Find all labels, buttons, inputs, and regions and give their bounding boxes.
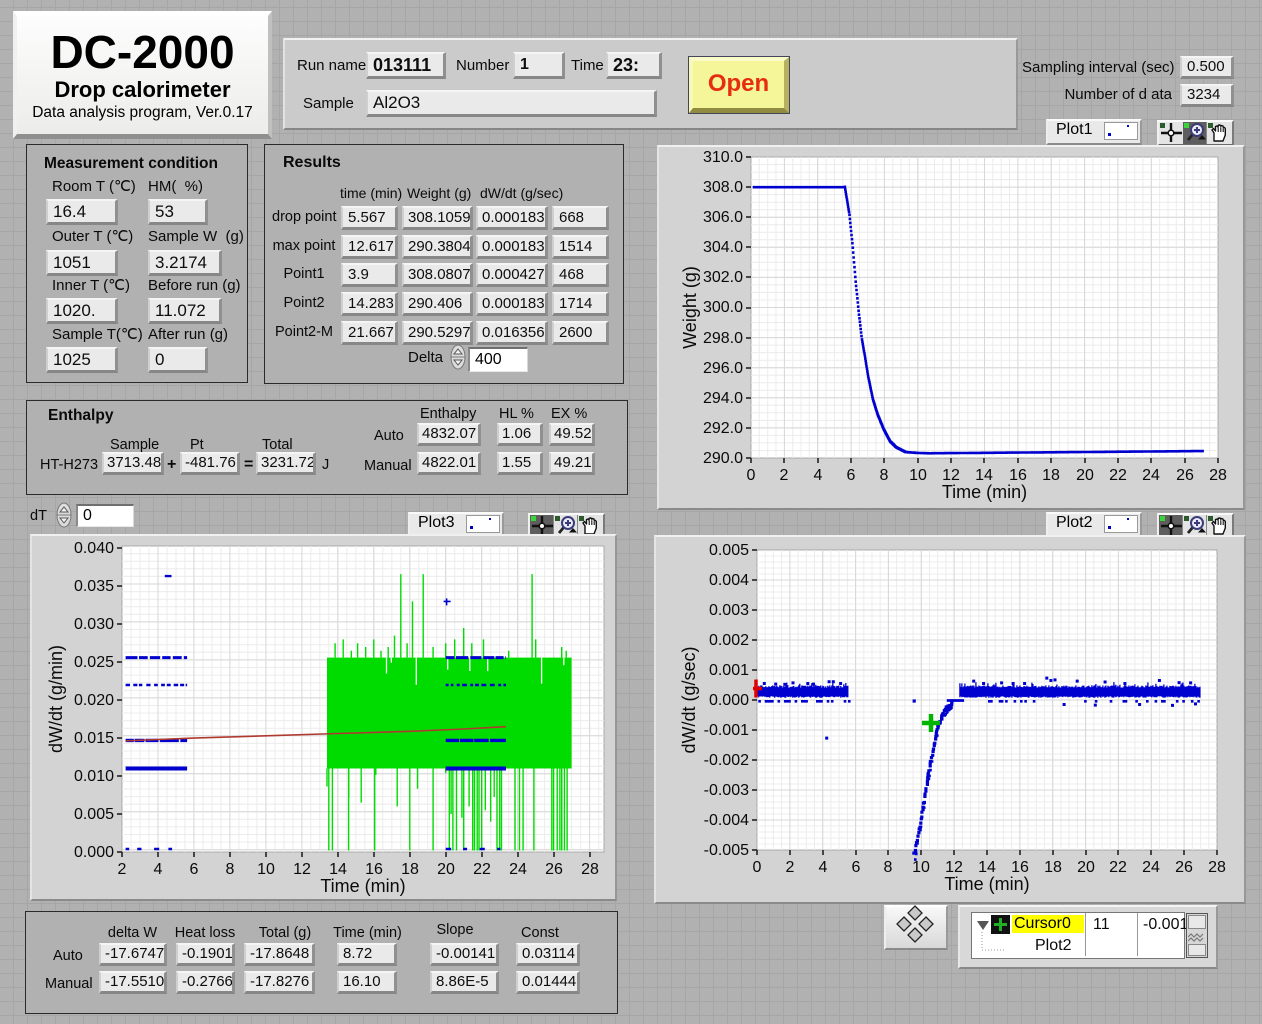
svg-text:0.003: 0.003 xyxy=(709,602,749,619)
svg-text:12: 12 xyxy=(293,861,311,878)
svg-text:10: 10 xyxy=(912,859,930,876)
svg-text:0.002: 0.002 xyxy=(709,632,749,649)
svg-text:0.025: 0.025 xyxy=(74,654,114,671)
svg-text:0.005: 0.005 xyxy=(74,806,114,823)
svg-text:0.005: 0.005 xyxy=(709,542,749,559)
svg-text:6: 6 xyxy=(847,467,856,484)
svg-text:14: 14 xyxy=(975,467,993,484)
svg-text:20: 20 xyxy=(1076,467,1094,484)
svg-text:28: 28 xyxy=(1208,859,1226,876)
svg-text:0: 0 xyxy=(753,859,762,876)
svg-text:26: 26 xyxy=(1175,859,1193,876)
svg-text:12: 12 xyxy=(945,859,963,876)
svg-text:294.0: 294.0 xyxy=(703,390,743,407)
svg-text:12: 12 xyxy=(942,467,960,484)
svg-text:10: 10 xyxy=(909,467,927,484)
svg-text:8: 8 xyxy=(226,861,235,878)
svg-text:28: 28 xyxy=(581,861,599,878)
svg-text:Weight (g): Weight (g) xyxy=(680,266,700,349)
svg-text:24: 24 xyxy=(509,861,527,878)
svg-text:310.0: 310.0 xyxy=(703,149,743,166)
svg-text:0.040: 0.040 xyxy=(74,540,114,557)
svg-text:2: 2 xyxy=(118,861,127,878)
svg-text:0.020: 0.020 xyxy=(74,692,114,709)
svg-text:14: 14 xyxy=(329,861,347,878)
svg-text:-0.001: -0.001 xyxy=(704,722,749,739)
svg-text:0.000: 0.000 xyxy=(709,692,749,709)
svg-text:28: 28 xyxy=(1209,467,1227,484)
svg-text:16: 16 xyxy=(1011,859,1029,876)
svg-text:18: 18 xyxy=(1042,467,1060,484)
svg-text:0.010: 0.010 xyxy=(74,768,114,785)
svg-text:300.0: 300.0 xyxy=(703,299,743,316)
svg-text:4: 4 xyxy=(819,859,828,876)
svg-text:24: 24 xyxy=(1142,859,1160,876)
svg-text:16: 16 xyxy=(365,861,383,878)
svg-text:Time (min): Time (min) xyxy=(942,482,1027,502)
svg-text:-0.002: -0.002 xyxy=(704,752,749,769)
svg-text:4: 4 xyxy=(814,467,823,484)
svg-text:0.015: 0.015 xyxy=(74,730,114,747)
svg-text:22: 22 xyxy=(1109,859,1127,876)
svg-text:22: 22 xyxy=(1109,467,1127,484)
svg-text:18: 18 xyxy=(401,861,419,878)
svg-text:dW/dt (g/sec): dW/dt (g/sec) xyxy=(679,646,699,753)
svg-text:20: 20 xyxy=(1077,859,1095,876)
svg-text:2: 2 xyxy=(786,859,795,876)
svg-text:24: 24 xyxy=(1142,467,1160,484)
svg-text:-0.003: -0.003 xyxy=(704,782,749,799)
svg-text:298.0: 298.0 xyxy=(703,330,743,347)
svg-text:26: 26 xyxy=(545,861,563,878)
svg-text:2: 2 xyxy=(780,467,789,484)
svg-text:304.0: 304.0 xyxy=(703,239,743,256)
svg-text:0.001: 0.001 xyxy=(709,662,749,679)
svg-text:20: 20 xyxy=(437,861,455,878)
svg-text:8: 8 xyxy=(884,859,893,876)
svg-text:0.030: 0.030 xyxy=(74,616,114,633)
svg-text:18: 18 xyxy=(1044,859,1062,876)
svg-text:14: 14 xyxy=(978,859,996,876)
svg-text:-0.005: -0.005 xyxy=(704,842,749,859)
svg-text:6: 6 xyxy=(852,859,861,876)
svg-text:6: 6 xyxy=(190,861,199,878)
svg-text:22: 22 xyxy=(473,861,491,878)
svg-text:4: 4 xyxy=(154,861,163,878)
svg-text:26: 26 xyxy=(1176,467,1194,484)
svg-text:0.004: 0.004 xyxy=(709,572,749,589)
svg-text:8: 8 xyxy=(880,467,889,484)
svg-text:Time (min): Time (min) xyxy=(944,874,1029,894)
svg-text:302.0: 302.0 xyxy=(703,269,743,286)
svg-text:0.035: 0.035 xyxy=(74,578,114,595)
svg-text:308.0: 308.0 xyxy=(703,179,743,196)
svg-text:296.0: 296.0 xyxy=(703,360,743,377)
svg-text:10: 10 xyxy=(257,861,275,878)
svg-text:292.0: 292.0 xyxy=(703,420,743,437)
svg-text:306.0: 306.0 xyxy=(703,209,743,226)
svg-text:Time (min): Time (min) xyxy=(320,876,405,896)
svg-text:16: 16 xyxy=(1009,467,1027,484)
svg-text:dW/dt (g/min): dW/dt (g/min) xyxy=(46,645,66,753)
svg-text:290.0: 290.0 xyxy=(703,450,743,467)
svg-text:0.000: 0.000 xyxy=(74,844,114,861)
svg-text:-0.004: -0.004 xyxy=(704,812,749,829)
svg-text:0: 0 xyxy=(747,467,756,484)
